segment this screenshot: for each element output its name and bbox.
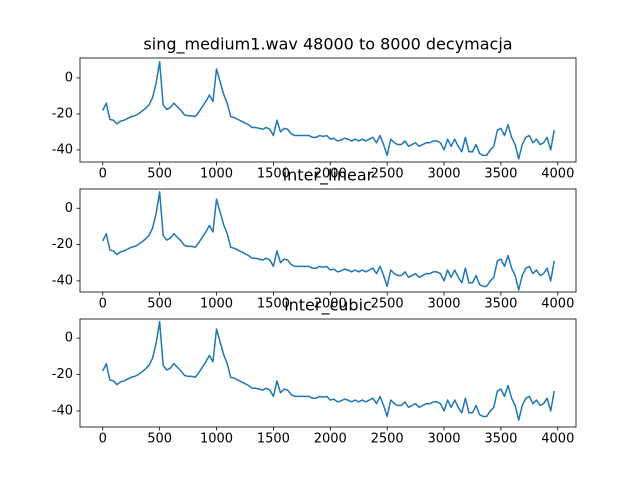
plot-area [102,61,555,160]
x-tick-label: 500 [147,297,172,312]
x-tick-label: 3500 [484,297,517,312]
x-tick-label: 3000 [427,297,460,312]
y-tick-label: -20 [52,106,73,121]
x-tick-label: 4000 [541,297,574,312]
data-line [102,191,555,291]
y-tick-label: -40 [52,142,73,157]
x-tick-label: 1500 [257,167,290,182]
x-tick-label: 3500 [484,167,517,182]
x-tick-label: 500 [147,432,172,447]
x-tick-label: 1000 [200,432,233,447]
x-tick-label: 2000 [314,297,347,312]
x-tick-label: 2500 [371,432,404,447]
x-tick-label: 3500 [484,432,517,447]
data-line [102,61,555,160]
x-tick-label: 2000 [314,432,347,447]
y-tick-label: 0 [65,331,73,346]
subplot: sing_medium1.wav 48000 to 8000 decymacja… [52,35,577,182]
y-tick-label: -20 [52,237,73,252]
x-tick-label: 500 [147,167,172,182]
x-tick-label: 2000 [314,167,347,182]
x-tick-label: 4000 [541,432,574,447]
x-tick-label: 1000 [200,297,233,312]
x-tick-label: 2500 [371,167,404,182]
plot-area [102,191,555,291]
x-tick-label: 0 [99,297,107,312]
x-tick-label: 1000 [200,167,233,182]
subplot-title: inter_linear [283,166,374,186]
axes-frame [79,57,577,163]
y-tick-label: -20 [52,367,73,382]
axes-frame [79,188,577,293]
x-tick-label: 0 [99,167,107,182]
axes-frame [79,318,577,428]
x-tick-label: 2500 [371,297,404,312]
x-tick-label: 1500 [257,297,290,312]
y-tick-label: -40 [52,403,73,418]
data-line [102,320,555,421]
y-tick-label: 0 [65,70,73,85]
subplot: inter_cubic 0 500 1000 1500 2000 2500 3000 3500 4… [52,296,577,447]
x-tick-label: 3000 [427,432,460,447]
subplot-title: inter_cubic [284,296,372,316]
y-tick-label: 0 [65,201,73,216]
y-tick-label: -40 [52,273,73,288]
x-tick-label: 4000 [541,167,574,182]
subplot-title: sing_medium1.wav 48000 to 8000 decymacja [143,35,512,55]
plot-area [102,320,555,421]
subplot: inter_linear 0 500 1000 1500 2000 2500 3000 3500… [52,166,577,312]
x-tick-label: 1500 [257,432,290,447]
x-tick-label: 3000 [427,167,460,182]
x-tick-label: 0 [99,432,107,447]
